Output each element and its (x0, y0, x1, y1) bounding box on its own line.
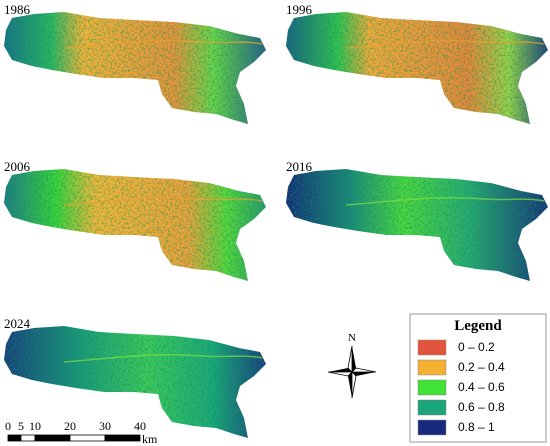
texture (4, 12, 266, 124)
legend-label: 0.2 – 0.4 (458, 360, 505, 374)
year-label: 2024 (4, 316, 31, 331)
legend-swatch (417, 399, 447, 416)
legend-swatch (417, 379, 447, 396)
texture (4, 169, 266, 281)
map-panel: 2016 (286, 159, 548, 281)
scale-segment (34, 434, 71, 442)
legend-label: 0.8 – 1 (458, 420, 495, 434)
year-label: 1996 (286, 2, 313, 17)
legend-swatch (417, 339, 447, 356)
scale-segment (7, 434, 22, 442)
scale-segment (20, 434, 36, 442)
river (63, 353, 263, 363)
year-label: 2006 (4, 159, 31, 174)
legend-swatch (417, 359, 447, 376)
legend-label: 0 – 0.2 (458, 340, 495, 354)
legend-title: Legend (454, 318, 502, 334)
scale-label: 5 (18, 419, 24, 433)
north-label: N (348, 332, 356, 344)
river (345, 39, 545, 49)
year-label: 2016 (286, 159, 313, 174)
scale-label: 30 (99, 419, 111, 433)
legend-swatch (417, 419, 447, 436)
map-panel: 1986 (4, 2, 266, 124)
scale-segment (69, 434, 106, 442)
river (63, 39, 263, 49)
texture (286, 12, 548, 124)
scale-unit: km (142, 432, 158, 446)
north-arrow: N (327, 332, 377, 399)
legend: 0 – 0.2 0.2 – 0.4 0.4 – 0.6 0.6 – 0.8 0.8 – … (417, 339, 505, 436)
scale-label: 40 (134, 419, 146, 433)
year-label: 1986 (4, 2, 31, 17)
scale-segment (104, 434, 141, 442)
scale-label: 0 (5, 419, 11, 433)
legend-label: 0.6 – 0.8 (458, 400, 505, 414)
map-panel: 2006 (4, 159, 266, 281)
legend-label: 0.4 – 0.6 (458, 380, 505, 394)
river (345, 196, 545, 206)
scale-label: 10 (29, 419, 41, 433)
scale-label: 20 (64, 419, 76, 433)
texture (286, 169, 548, 281)
map-panel: 1996 (286, 2, 548, 124)
river (63, 196, 263, 206)
